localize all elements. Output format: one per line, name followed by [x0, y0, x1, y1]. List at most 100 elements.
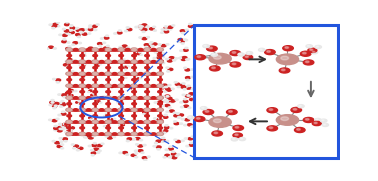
Circle shape — [181, 32, 184, 34]
Circle shape — [73, 60, 76, 61]
Circle shape — [303, 117, 314, 123]
Circle shape — [161, 105, 164, 107]
Circle shape — [109, 60, 111, 62]
Circle shape — [79, 132, 85, 136]
Circle shape — [147, 48, 150, 50]
Circle shape — [156, 108, 163, 111]
Circle shape — [185, 95, 190, 97]
Circle shape — [105, 72, 112, 75]
Circle shape — [181, 140, 184, 142]
Circle shape — [174, 139, 177, 140]
Circle shape — [164, 26, 167, 27]
Circle shape — [267, 51, 270, 52]
Circle shape — [175, 83, 180, 85]
Circle shape — [57, 26, 60, 27]
Circle shape — [106, 91, 110, 93]
Circle shape — [113, 62, 115, 63]
Circle shape — [55, 142, 59, 144]
Circle shape — [53, 105, 57, 107]
Circle shape — [88, 137, 93, 139]
Circle shape — [212, 131, 222, 136]
Circle shape — [185, 69, 190, 71]
Circle shape — [105, 84, 112, 87]
Circle shape — [311, 51, 318, 54]
Circle shape — [169, 97, 172, 99]
Circle shape — [135, 153, 138, 154]
Circle shape — [166, 111, 169, 112]
Circle shape — [70, 27, 75, 29]
Circle shape — [166, 87, 169, 89]
Circle shape — [65, 61, 68, 62]
Circle shape — [209, 47, 212, 49]
Circle shape — [70, 49, 73, 51]
Circle shape — [169, 146, 172, 147]
Circle shape — [76, 33, 80, 36]
Circle shape — [125, 49, 130, 51]
Circle shape — [84, 52, 86, 54]
Circle shape — [94, 48, 97, 49]
Circle shape — [144, 84, 150, 87]
Circle shape — [194, 26, 197, 28]
Circle shape — [86, 85, 91, 87]
Circle shape — [178, 116, 181, 118]
Circle shape — [132, 133, 136, 135]
Circle shape — [82, 33, 87, 35]
Circle shape — [191, 69, 194, 70]
Circle shape — [166, 88, 170, 90]
Circle shape — [176, 113, 179, 114]
Circle shape — [150, 42, 153, 43]
Circle shape — [51, 102, 54, 103]
Circle shape — [164, 127, 169, 129]
Circle shape — [209, 66, 220, 71]
Circle shape — [167, 97, 172, 100]
Circle shape — [163, 132, 166, 134]
Circle shape — [93, 25, 97, 28]
Circle shape — [97, 144, 102, 147]
Circle shape — [103, 96, 105, 97]
Circle shape — [84, 136, 87, 138]
Circle shape — [74, 90, 77, 92]
Circle shape — [178, 117, 180, 118]
Circle shape — [157, 86, 160, 87]
Circle shape — [99, 109, 104, 111]
Circle shape — [161, 96, 164, 97]
Circle shape — [138, 85, 143, 87]
Circle shape — [67, 54, 71, 57]
Circle shape — [180, 106, 183, 108]
Circle shape — [119, 49, 123, 50]
Circle shape — [158, 54, 163, 56]
Circle shape — [68, 62, 70, 64]
Circle shape — [142, 24, 147, 26]
Circle shape — [105, 120, 112, 123]
Circle shape — [79, 48, 85, 51]
Circle shape — [65, 125, 69, 127]
Circle shape — [184, 86, 187, 88]
Circle shape — [93, 121, 97, 123]
Circle shape — [269, 127, 273, 129]
Circle shape — [186, 87, 191, 89]
Circle shape — [142, 157, 147, 159]
Circle shape — [71, 71, 74, 72]
Circle shape — [156, 140, 161, 142]
Circle shape — [170, 100, 175, 102]
Circle shape — [51, 100, 54, 101]
Circle shape — [157, 149, 160, 150]
Circle shape — [92, 48, 99, 51]
Circle shape — [106, 121, 110, 123]
Circle shape — [161, 141, 164, 142]
Circle shape — [260, 49, 262, 50]
Circle shape — [118, 120, 124, 123]
Circle shape — [104, 115, 106, 116]
Circle shape — [138, 73, 143, 75]
Circle shape — [88, 145, 91, 147]
Circle shape — [184, 39, 187, 40]
Circle shape — [119, 85, 123, 87]
Circle shape — [145, 85, 149, 87]
Circle shape — [183, 89, 186, 90]
Circle shape — [166, 58, 169, 60]
Circle shape — [184, 67, 187, 69]
Circle shape — [66, 128, 69, 129]
Circle shape — [162, 53, 165, 54]
Circle shape — [145, 97, 149, 99]
Circle shape — [66, 72, 73, 75]
